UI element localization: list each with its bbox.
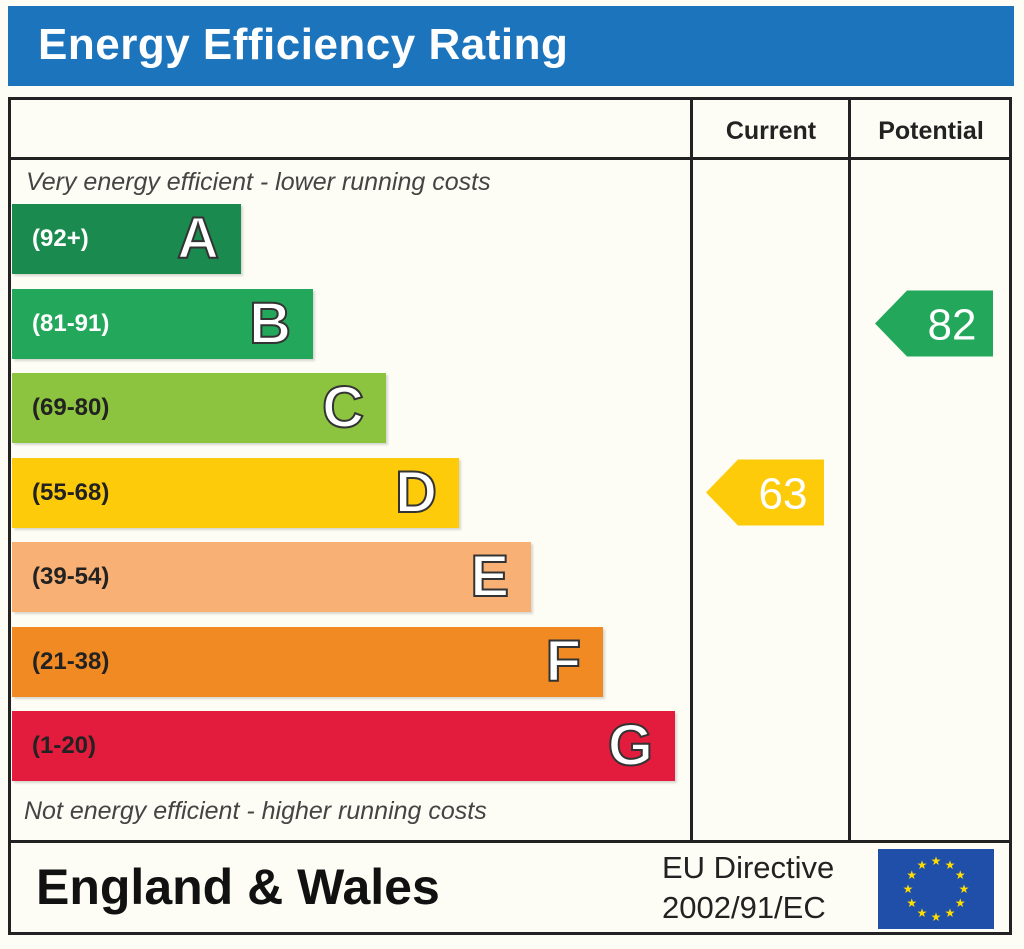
band-g: (1-20) G	[12, 711, 675, 781]
chart-title: Energy Efficiency Rating	[38, 20, 569, 69]
footer-divider	[8, 840, 1012, 843]
band-letter: E	[469, 543, 510, 610]
band-range-label: (55-68)	[32, 478, 110, 506]
band-letter: F	[545, 628, 582, 695]
star-icon: ★	[945, 906, 956, 920]
band-a: (92+) A	[12, 204, 241, 274]
band-e: (39-54) E	[12, 542, 531, 612]
current-rating-value: 63	[759, 470, 808, 519]
column-header-current: Current	[725, 117, 817, 145]
eu-flag-stars: ★★★★★★★★★ ★ ★★	[903, 854, 970, 924]
column-divider-potential	[848, 97, 851, 842]
band-c: (69-80) C	[12, 373, 386, 443]
band-letter: C	[321, 374, 365, 441]
footer-country: England & Wales	[36, 859, 440, 915]
footer-directive: EU Directive 2002/91/EC	[662, 848, 834, 928]
star-icon: ★	[959, 882, 970, 896]
star-icon: ★	[917, 906, 928, 920]
band-range-label: (92+)	[32, 225, 89, 252]
header-divider	[8, 157, 1012, 160]
star-icon: ★	[931, 910, 942, 924]
star-icon: ★	[945, 858, 956, 872]
star-icon: ★	[955, 868, 966, 882]
star-icon: ★	[906, 868, 917, 882]
band-letter: D	[394, 459, 438, 526]
star-icon: ★	[903, 882, 914, 896]
column-divider-current	[690, 97, 693, 842]
potential-rating-value: 82	[928, 301, 977, 350]
eu-flag-icon: ★ ★ ★ ★ ★ ★ ★ ★ ★ ★ ★ ★	[878, 849, 994, 929]
potential-rating-shape	[875, 290, 993, 357]
directive-line-1: EU Directive	[662, 850, 835, 885]
band-letter: G	[607, 712, 654, 779]
band-range-label: (1-20)	[32, 732, 97, 759]
potential-rating-arrow: 82	[875, 290, 993, 357]
column-header-potential: Potential	[878, 117, 984, 145]
note-top: Very energy efficient - lower running co…	[26, 168, 491, 196]
star-icon: ★	[917, 858, 928, 872]
band-range-label: (81-91)	[32, 309, 110, 337]
title-bar: Energy Efficiency Rating	[8, 6, 1014, 86]
directive-line-2: 2002/91/EC	[662, 890, 826, 925]
star-icon: ★	[955, 896, 966, 910]
band-letter: B	[248, 290, 292, 357]
band-letter: A	[176, 205, 220, 272]
band-range-label: (39-54)	[32, 563, 110, 590]
star-icon: ★	[906, 896, 917, 910]
current-rating-arrow: 63	[706, 459, 824, 526]
note-bottom: Not energy efficient - higher running co…	[24, 797, 487, 825]
star-icon: ★	[931, 854, 942, 868]
band-f: (21-38) F	[12, 626, 603, 697]
band-range-label: (21-38)	[32, 647, 110, 675]
band-b: (81-91) B	[12, 288, 313, 359]
band-range-label: (69-80)	[32, 394, 110, 421]
current-rating-shape	[706, 459, 824, 526]
band-d: (55-68) D	[12, 457, 459, 528]
